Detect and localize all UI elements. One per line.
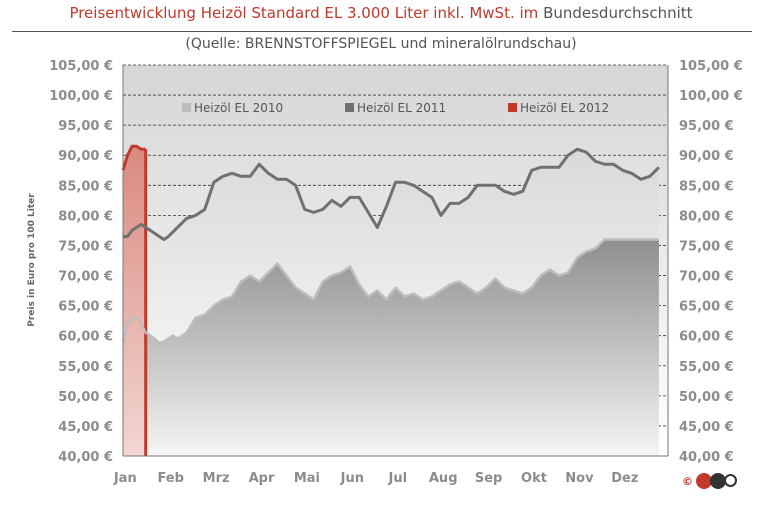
y-tick-label: 50,00 € — [58, 390, 113, 405]
series-areas — [123, 146, 659, 456]
x-tick-labels: Jan Feb Mrz Apr Mai Jun Jul Aug Sep Okt Nov Dez — [113, 471, 639, 486]
title-divider — [12, 31, 752, 32]
y-tick-label: 105,00 € — [679, 59, 743, 74]
legend: Heizöl EL 2010 Heizöl EL 2011 Heizöl EL 20… — [182, 101, 609, 115]
legend-swatch — [345, 103, 354, 112]
chart-title-main: Preisentwicklung Heizöl Standard EL 3.00… — [69, 4, 539, 22]
y-tick-label: 65,00 € — [679, 300, 734, 315]
legend-item: Heizöl EL 2010 — [182, 101, 283, 115]
y-tick-label: 40,00 € — [58, 450, 113, 465]
series-area-0 — [123, 239, 659, 456]
series-area-2 — [123, 146, 146, 456]
legend-swatch — [182, 103, 191, 112]
y-tick-label: 55,00 € — [58, 360, 113, 375]
legend-item: Heizöl EL 2012 — [508, 101, 609, 115]
y-tick-labels-right: 105,00 € 100,00 € 95,00 € 90,00 € 85,00 € 80,… — [679, 59, 743, 465]
y-tick-label: 105,00 € — [49, 59, 113, 74]
x-tick-label: Jun — [340, 471, 364, 486]
legend-swatch — [508, 103, 517, 112]
y-tick-label: 45,00 € — [58, 420, 113, 435]
x-tick-label: Dez — [611, 471, 638, 486]
y-tick-label: 95,00 € — [679, 119, 734, 134]
y-tick-label: 100,00 € — [49, 89, 113, 104]
y-tick-labels-left: 105,00 € 100,00 € 95,00 € 90,00 € 85,00 € 80,… — [49, 59, 113, 465]
x-tick-label: Mrz — [203, 471, 230, 486]
x-tick-label: Aug — [429, 471, 458, 486]
x-tick-label: Mai — [294, 471, 320, 486]
chart-title-suffix: Bundesdurchschnitt — [543, 4, 693, 22]
y-tick-label: 80,00 € — [58, 209, 113, 224]
y-tick-label: 70,00 € — [58, 270, 113, 285]
y-tick-label: 65,00 € — [58, 300, 113, 315]
legend-label: Heizöl EL 2011 — [357, 101, 446, 115]
x-tick-label: Okt — [521, 471, 547, 486]
y-tick-label: 90,00 € — [58, 149, 113, 164]
x-tick-label: Apr — [249, 471, 275, 486]
series-line-1 — [123, 147, 660, 241]
series-lines — [121, 144, 660, 456]
x-tick-label: Nov — [565, 471, 594, 486]
legend-label: Heizöl EL 2012 — [520, 101, 609, 115]
y-tick-label: 40,00 € — [679, 450, 734, 465]
legend-item: Heizöl EL 2011 — [345, 101, 446, 115]
y-tick-label: 60,00 € — [58, 330, 113, 345]
y-tick-label: 95,00 € — [58, 119, 113, 134]
y-tick-label: 75,00 € — [58, 239, 113, 254]
x-tick-label: Jan — [113, 471, 137, 486]
y-tick-label: 80,00 € — [679, 209, 734, 224]
y-tick-label: 70,00 € — [679, 270, 734, 285]
y-tick-label: 100,00 € — [679, 89, 743, 104]
y-tick-label: 50,00 € — [679, 390, 734, 405]
legend-label: Heizöl EL 2010 — [194, 101, 283, 115]
chart-title: Preisentwicklung Heizöl Standard EL 3.00… — [0, 4, 762, 22]
y-tick-label: 60,00 € — [679, 330, 734, 345]
x-tick-label: Jul — [387, 471, 407, 486]
copyright-symbol: © — [682, 475, 693, 488]
series-line-2 — [121, 144, 146, 171]
company-logo-icon: © — [682, 470, 742, 492]
chart-subtitle: (Quelle: BRENNSTOFFSPIEGEL und mineralöl… — [185, 36, 577, 52]
y-tick-label: 45,00 € — [679, 420, 734, 435]
x-tick-label: Sep — [475, 471, 503, 486]
x-tick-label: Feb — [157, 471, 183, 486]
y-tick-label: 75,00 € — [679, 239, 734, 254]
y-axis-label: Preis in Euro pro 100 Liter — [27, 193, 37, 327]
y-tick-label: 85,00 € — [58, 179, 113, 194]
y-tick-label: 90,00 € — [679, 149, 734, 164]
y-tick-label: 85,00 € — [679, 179, 734, 194]
series-line-0 — [121, 238, 659, 345]
y-tick-label: 55,00 € — [679, 360, 734, 375]
